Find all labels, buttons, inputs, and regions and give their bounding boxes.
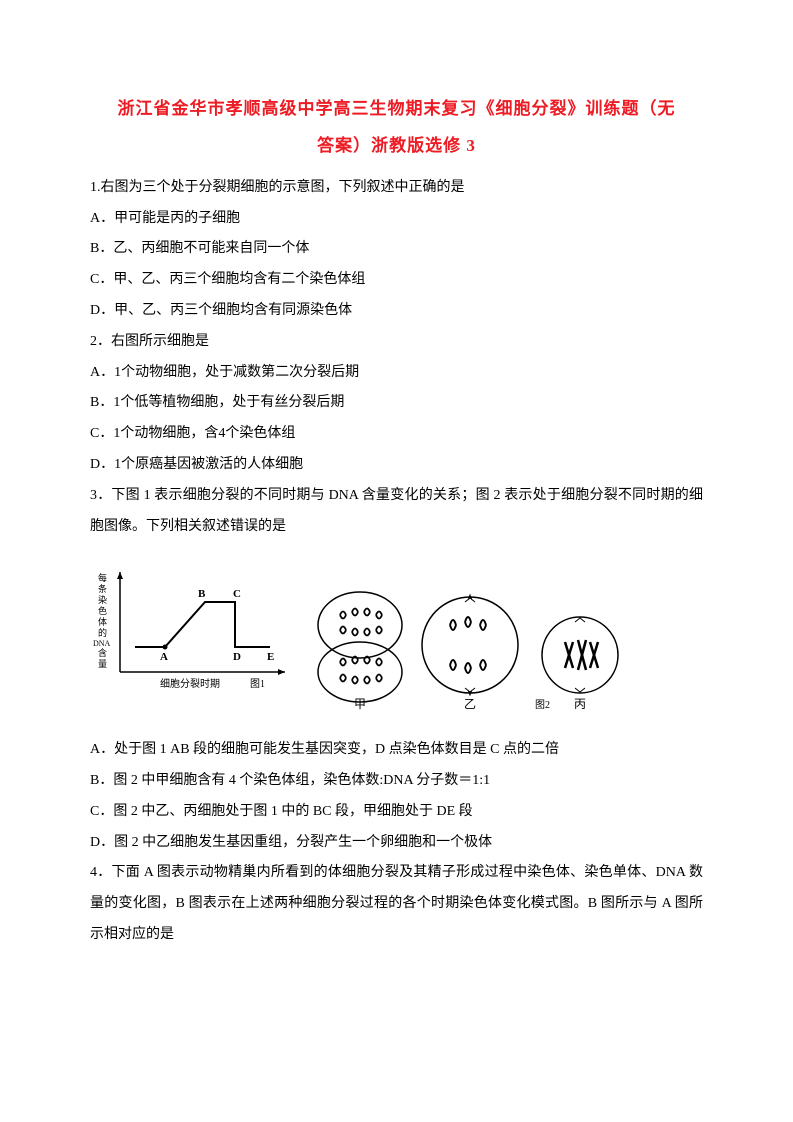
svg-text:含: 含 xyxy=(98,647,107,658)
q1-option-a: A．甲可能是丙的子细胞 xyxy=(90,204,703,235)
q3-option-d: D．图 2 中乙细胞发生基因重组，分裂产生一个卵细胞和一个极体 xyxy=(90,828,703,859)
svg-text:丙: 丙 xyxy=(574,697,586,710)
q2-option-a: A．1个动物细胞，处于减数第二次分裂后期 xyxy=(90,358,703,389)
svg-text:量: 量 xyxy=(98,659,107,669)
svg-text:甲: 甲 xyxy=(354,697,366,710)
q3-stem: 3．下图 1 表示细胞分裂的不同时期与 DNA 含量变化的关系；图 2 表示处于… xyxy=(90,481,703,543)
svg-text:色: 色 xyxy=(98,605,107,616)
svg-text:体: 体 xyxy=(98,616,107,627)
q1-option-d: D．甲、乙、丙三个细胞均含有同源染色体 xyxy=(90,296,703,327)
q3-option-b: B．图 2 中甲细胞含有 4 个染色体组，染色体数:DNA 分子数＝1:1 xyxy=(90,766,703,797)
svg-text:每: 每 xyxy=(98,572,107,583)
figure-2: 甲 乙 xyxy=(310,580,630,710)
q2-option-b: B．1个低等植物细胞，处于有丝分裂后期 xyxy=(90,388,703,419)
q2-option-c: C．1个动物细胞，含4个染色体组 xyxy=(90,419,703,450)
svg-text:DNA: DNA xyxy=(93,639,111,648)
q4-stem: 4．下面 A 图表示动物精巢内所看到的体细胞分裂及其精子形成过程中染色体、染色单… xyxy=(90,858,703,950)
q3-figures: 每 条 染 色 体 的 DNA 含 量 A B C D E 细胞分裂时期 xyxy=(90,557,703,710)
q1-option-b: B．乙、丙细胞不可能来自同一个体 xyxy=(90,234,703,265)
cells-diagram: 甲 乙 xyxy=(310,580,630,710)
title-line1: 浙江省金华市孝顺高级中学高三生物期末复习《细胞分裂》训练题（无 xyxy=(90,90,703,127)
svg-text:D: D xyxy=(233,651,241,663)
q3-option-a: A．处于图 1 AB 段的细胞可能发生基因突变，D 点染色体数目是 C 点的二倍 xyxy=(90,735,703,766)
svg-text:染: 染 xyxy=(98,594,107,605)
svg-text:C: C xyxy=(233,588,241,600)
q2-stem: 2．右图所示细胞是 xyxy=(90,327,703,358)
svg-text:E: E xyxy=(267,651,274,663)
svg-text:图1: 图1 xyxy=(250,678,265,690)
svg-text:细胞分裂时期: 细胞分裂时期 xyxy=(160,677,220,690)
q1-option-c: C．甲、乙、丙三个细胞均含有二个染色体组 xyxy=(90,265,703,296)
svg-text:的: 的 xyxy=(98,627,107,638)
title-line2: 答案）浙教版选修 3 xyxy=(90,127,703,164)
figure-1: 每 条 染 色 体 的 DNA 含 量 A B C D E 细胞分裂时期 xyxy=(90,557,290,710)
svg-text:A: A xyxy=(160,651,168,663)
svg-text:条: 条 xyxy=(98,583,107,594)
dna-chart: 每 条 染 色 体 的 DNA 含 量 A B C D E 细胞分裂时期 xyxy=(90,557,290,697)
svg-text:B: B xyxy=(198,588,206,600)
q2-option-d: D．1个原癌基因被激活的人体细胞 xyxy=(90,450,703,481)
svg-text:图2: 图2 xyxy=(535,699,550,710)
q1-stem: 1.右图为三个处于分裂期细胞的示意图，下列叙述中正确的是 xyxy=(90,173,703,204)
svg-text:乙: 乙 xyxy=(464,697,476,710)
q3-option-c: C．图 2 中乙、丙细胞处于图 1 中的 BC 段，甲细胞处于 DE 段 xyxy=(90,797,703,828)
